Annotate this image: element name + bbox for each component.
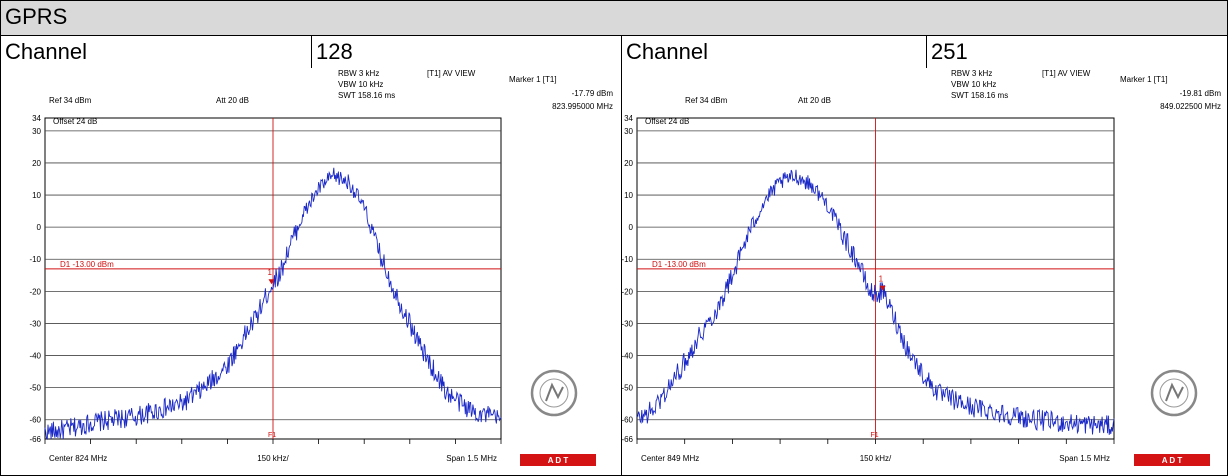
y-tick-label: -20 [622,287,634,296]
title-text: GPRS [5,4,68,29]
bureau-veritas-logo [530,369,578,417]
y-tick-label: -66 [29,435,41,444]
spectrum-trace [637,169,1115,435]
y-tick-label: -60 [622,416,634,425]
display-line-label: D1 -13.00 dBm [60,260,114,269]
channel-value-cell-1: 128 [311,35,622,69]
span-text: Span 1.5 MHz [1059,454,1110,463]
offset-text: Offset 24 dB [645,117,689,126]
f1-label: F1 [871,432,879,439]
marker-title-text: Marker 1 [T1] [1120,75,1168,84]
attenuation-text: Att 20 dB [798,96,831,105]
y-tick-label: -10 [622,255,634,264]
spectrum-panel-channel-251: Ref 34 dBm Att 20 dB RBW 3 kHz VBW 10 kHz SW… [621,68,1228,476]
y-tick-label: 20 [32,159,41,168]
rbw-text: RBW 3 kHz [338,69,379,78]
channel-value-1: 128 [316,39,353,64]
y-tick-label: 10 [32,191,41,200]
y-tick-label: -10 [29,255,41,264]
logo-inner-ring [539,378,569,408]
channel-label-cell-1: Channel [0,35,312,69]
marker-frequency-text: 849.022500 MHz [1160,102,1221,111]
ref-level-text: Ref 34 dBm [49,96,92,105]
y-tick-label: -40 [29,352,41,361]
per-division-text: 150 kHz/ [860,454,892,463]
adt-badge-text: A D T [548,456,569,465]
marker-level-text: -17.79 dBm [572,89,614,98]
ref-level-text: Ref 34 dBm [685,96,728,105]
vbw-text: VBW 10 kHz [338,80,383,89]
logo-inner-ring [1159,378,1189,408]
y-tick-label: 30 [32,127,41,136]
adt-badge-text: A D T [1162,456,1183,465]
center-frequency-text: Center 824 MHz [49,454,107,463]
y-tick-label: -50 [622,384,634,393]
marker-level-text: -19.81 dBm [1180,89,1222,98]
y-tick-label: 10 [624,191,633,200]
y-tick-label: -50 [29,384,41,393]
marker-frequency-text: 823.995000 MHz [552,102,613,111]
y-tick-label: -66 [622,435,634,444]
rbw-text: RBW 3 kHz [951,69,992,78]
marker-number: 1 [879,275,884,284]
marker-title-text: Marker 1 [T1] [509,75,557,84]
offset-text: Offset 24 dB [53,117,97,126]
marker-number: 1 [267,268,272,277]
channel-value-2: 251 [931,39,968,64]
logo-figure [1165,382,1184,402]
trace-mode-text: [T1] AV VIEW [1042,69,1091,78]
spectrum-plot-channel-128: Ref 34 dBm Att 20 dB RBW 3 kHz VBW 10 kHz SW… [29,69,614,466]
vbw-text: VBW 10 kHz [951,80,996,89]
span-text: Span 1.5 MHz [446,454,497,463]
sweep-time-text: SWT 158.16 ms [338,91,395,100]
adt-badge [520,454,596,466]
y-tick-label: -40 [622,352,634,361]
y-tick-label: -20 [29,287,41,296]
bureau-veritas-logo [1150,369,1198,417]
attenuation-text: Att 20 dB [216,96,249,105]
y-tick-label: 34 [624,114,633,123]
spectrum-panel-channel-128: Ref 34 dBm Att 20 dB RBW 3 kHz VBW 10 kHz SW… [0,68,622,476]
center-frequency-text: Center 849 MHz [641,454,699,463]
y-tick-label: -30 [622,319,634,328]
y-tick-label: 0 [629,223,634,232]
logo-figure [545,382,564,402]
y-tick-label: 30 [624,127,633,136]
y-tick-label: 0 [37,223,42,232]
channel-value-cell-2: 251 [926,35,1228,69]
y-tick-label: 20 [624,159,633,168]
y-tick-label: -30 [29,319,41,328]
y-tick-label: 34 [32,114,41,123]
y-tick-label: -60 [29,416,41,425]
marker-1 [879,285,886,291]
spectrum-plot-channel-251: Ref 34 dBm Att 20 dB RBW 3 kHz VBW 10 kHz SW… [622,69,1222,466]
spectrum-trace [44,167,502,441]
marker-1 [268,279,275,285]
f1-label: F1 [268,432,276,439]
per-division-text: 150 kHz/ [257,454,289,463]
sweep-time-text: SWT 158.16 ms [951,91,1008,100]
channel-label-1: Channel [5,39,87,64]
adt-badge [1134,454,1210,466]
channel-label-cell-2: Channel [621,35,927,69]
channel-label-2: Channel [626,39,708,64]
trace-mode-text: [T1] AV VIEW [427,69,476,78]
page-title: GPRS [0,0,1228,36]
display-line-label: D1 -13.00 dBm [652,260,706,269]
